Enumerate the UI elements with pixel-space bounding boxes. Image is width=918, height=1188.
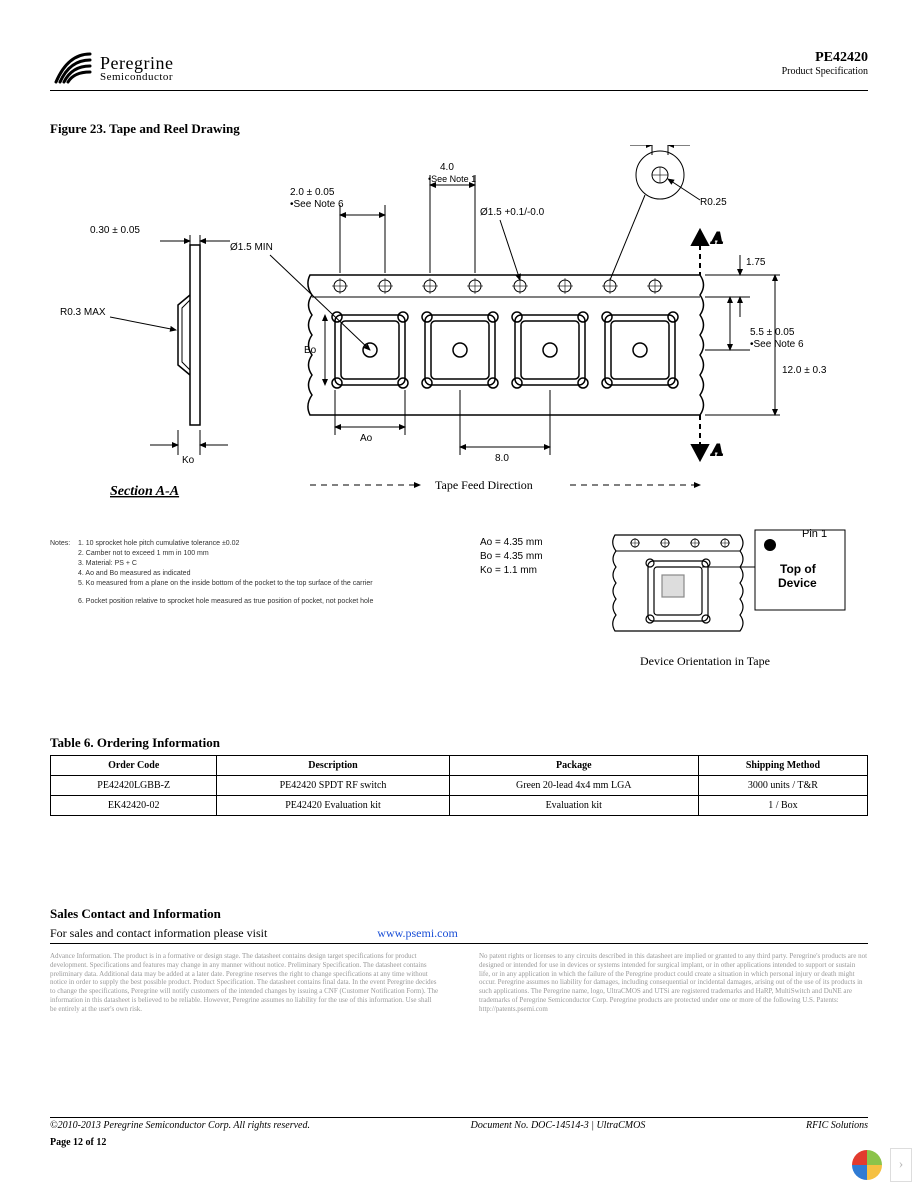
copyright: ©2010-2013 Peregrine Semiconductor Corp.… — [50, 1120, 310, 1131]
dim-4p0: 4.0 — [440, 162, 454, 173]
rfic: RFIC Solutions — [806, 1120, 868, 1131]
dim-5p5: 5.5 ± 0.05 — [750, 327, 795, 338]
tape-feed-label: Tape Feed Direction — [435, 478, 533, 492]
note-6: 6. Pocket position relative to sprocket … — [78, 598, 373, 605]
dim-d1p5: Ø1.5 +0.1/-0.0 — [480, 207, 545, 218]
page-footer: ©2010-2013 Peregrine Semiconductor Corp.… — [50, 1117, 868, 1148]
dim-8p0: 8.0 — [495, 453, 509, 464]
th-description: Description — [217, 756, 449, 776]
top-of-device-l1: Top of — [780, 562, 817, 576]
sales-heading: Sales Contact and Information — [50, 906, 868, 922]
dim-bo: Bo — [304, 345, 317, 356]
figure-title: Figure 23. Tape and Reel Drawing — [50, 121, 868, 137]
table-row: PE42420LGBB-Z PE42420 SPDT RF switch Gre… — [51, 776, 868, 796]
brand-name: Peregrine — [100, 54, 173, 72]
page-header: Peregrine Semiconductor PE42420 Product … — [50, 50, 868, 91]
sales-section: Sales Contact and Information For sales … — [50, 906, 868, 1013]
note-2: 2. Camber not to exceed 1 mm in 100 mm — [78, 550, 209, 557]
next-page-button[interactable]: › — [890, 1148, 912, 1182]
spec-label: Product Specification — [782, 66, 868, 77]
fine-print-left: Advance Information. The product is in a… — [50, 952, 439, 1013]
note-3: 3. Material: PS + C — [78, 560, 137, 567]
dim-1p75: 1.75 — [746, 257, 766, 268]
th-package: Package — [449, 756, 698, 776]
section-aa-label: Section A-A — [110, 484, 179, 499]
orientation-label: Device Orientation in Tape — [640, 654, 770, 668]
dim-12p0: 12.0 ± 0.3 — [782, 365, 827, 376]
part-number: PE42420 — [782, 50, 868, 66]
docnum: Document No. DOC-14514-3 | UltraCMOS — [471, 1120, 646, 1131]
section-arrow-a1: A — [711, 230, 723, 247]
ordering-table: Order Code Description Package Shipping … — [50, 755, 868, 816]
th-shipping: Shipping Method — [698, 756, 867, 776]
note-4: 4. Ao and Bo measured as indicated — [78, 570, 191, 577]
dim-r0p25: R0.25 — [700, 197, 727, 208]
kv-ao: Ao = 4.35 mm — [480, 537, 543, 548]
dim-d1p5min: Ø1.5 MIN — [230, 242, 273, 253]
viewer-widget: › — [850, 1148, 912, 1182]
dim-r0p3: R0.3 MAX — [60, 307, 106, 318]
dim-ko: Ko — [182, 455, 195, 466]
dim-ao: Ao — [360, 433, 373, 444]
dim-2p0: 2.0 ± 0.05 — [290, 187, 335, 198]
dim-0p30: 0.30 ± 0.05 — [90, 225, 140, 236]
brand-sub: Semiconductor — [100, 72, 173, 83]
company-logo: Peregrine Semiconductor — [50, 50, 173, 86]
pin1-label: Pin 1 — [802, 528, 827, 540]
dim-5p5-note: •See Note 6 — [750, 339, 804, 350]
table-title: Table 6. Ordering Information — [50, 735, 868, 751]
note-5: 5. Ko measured from a plane on the insid… — [78, 580, 373, 587]
top-of-device-l2: Device — [778, 576, 817, 590]
fine-print: Advance Information. The product is in a… — [50, 952, 868, 1013]
kv-ko: Ko = 1.1 mm — [480, 565, 537, 576]
page-number: Page 12 of 12 — [50, 1137, 868, 1148]
logo-mark-icon — [50, 50, 94, 86]
dim-4p0-note: •See Note 1 — [428, 174, 476, 184]
notes-header: Notes: — [50, 540, 70, 547]
dim-2p0-note: •See Note 6 — [290, 199, 344, 210]
tape-reel-diagram: 0.30 ± 0.05 R0.3 MAX Ko Section A-A — [50, 145, 868, 705]
th-order-code: Order Code — [51, 756, 217, 776]
sales-link[interactable]: www.psemi.com — [377, 926, 458, 941]
note-1: 1. 10 sprocket hole pitch cumulative tol… — [78, 540, 240, 547]
pinwheel-icon — [850, 1148, 884, 1182]
section-arrow-a2: A — [711, 442, 723, 459]
chevron-right-icon: › — [899, 1157, 904, 1173]
kv-bo: Bo = 4.35 mm — [480, 551, 543, 562]
table-header-row: Order Code Description Package Shipping … — [51, 756, 868, 776]
table-row: EK42420-02 PE42420 Evaluation kit Evalua… — [51, 796, 868, 816]
sales-text: For sales and contact information please… — [50, 926, 267, 941]
fine-print-right: No patent rights or licenses to any circ… — [479, 952, 868, 1013]
